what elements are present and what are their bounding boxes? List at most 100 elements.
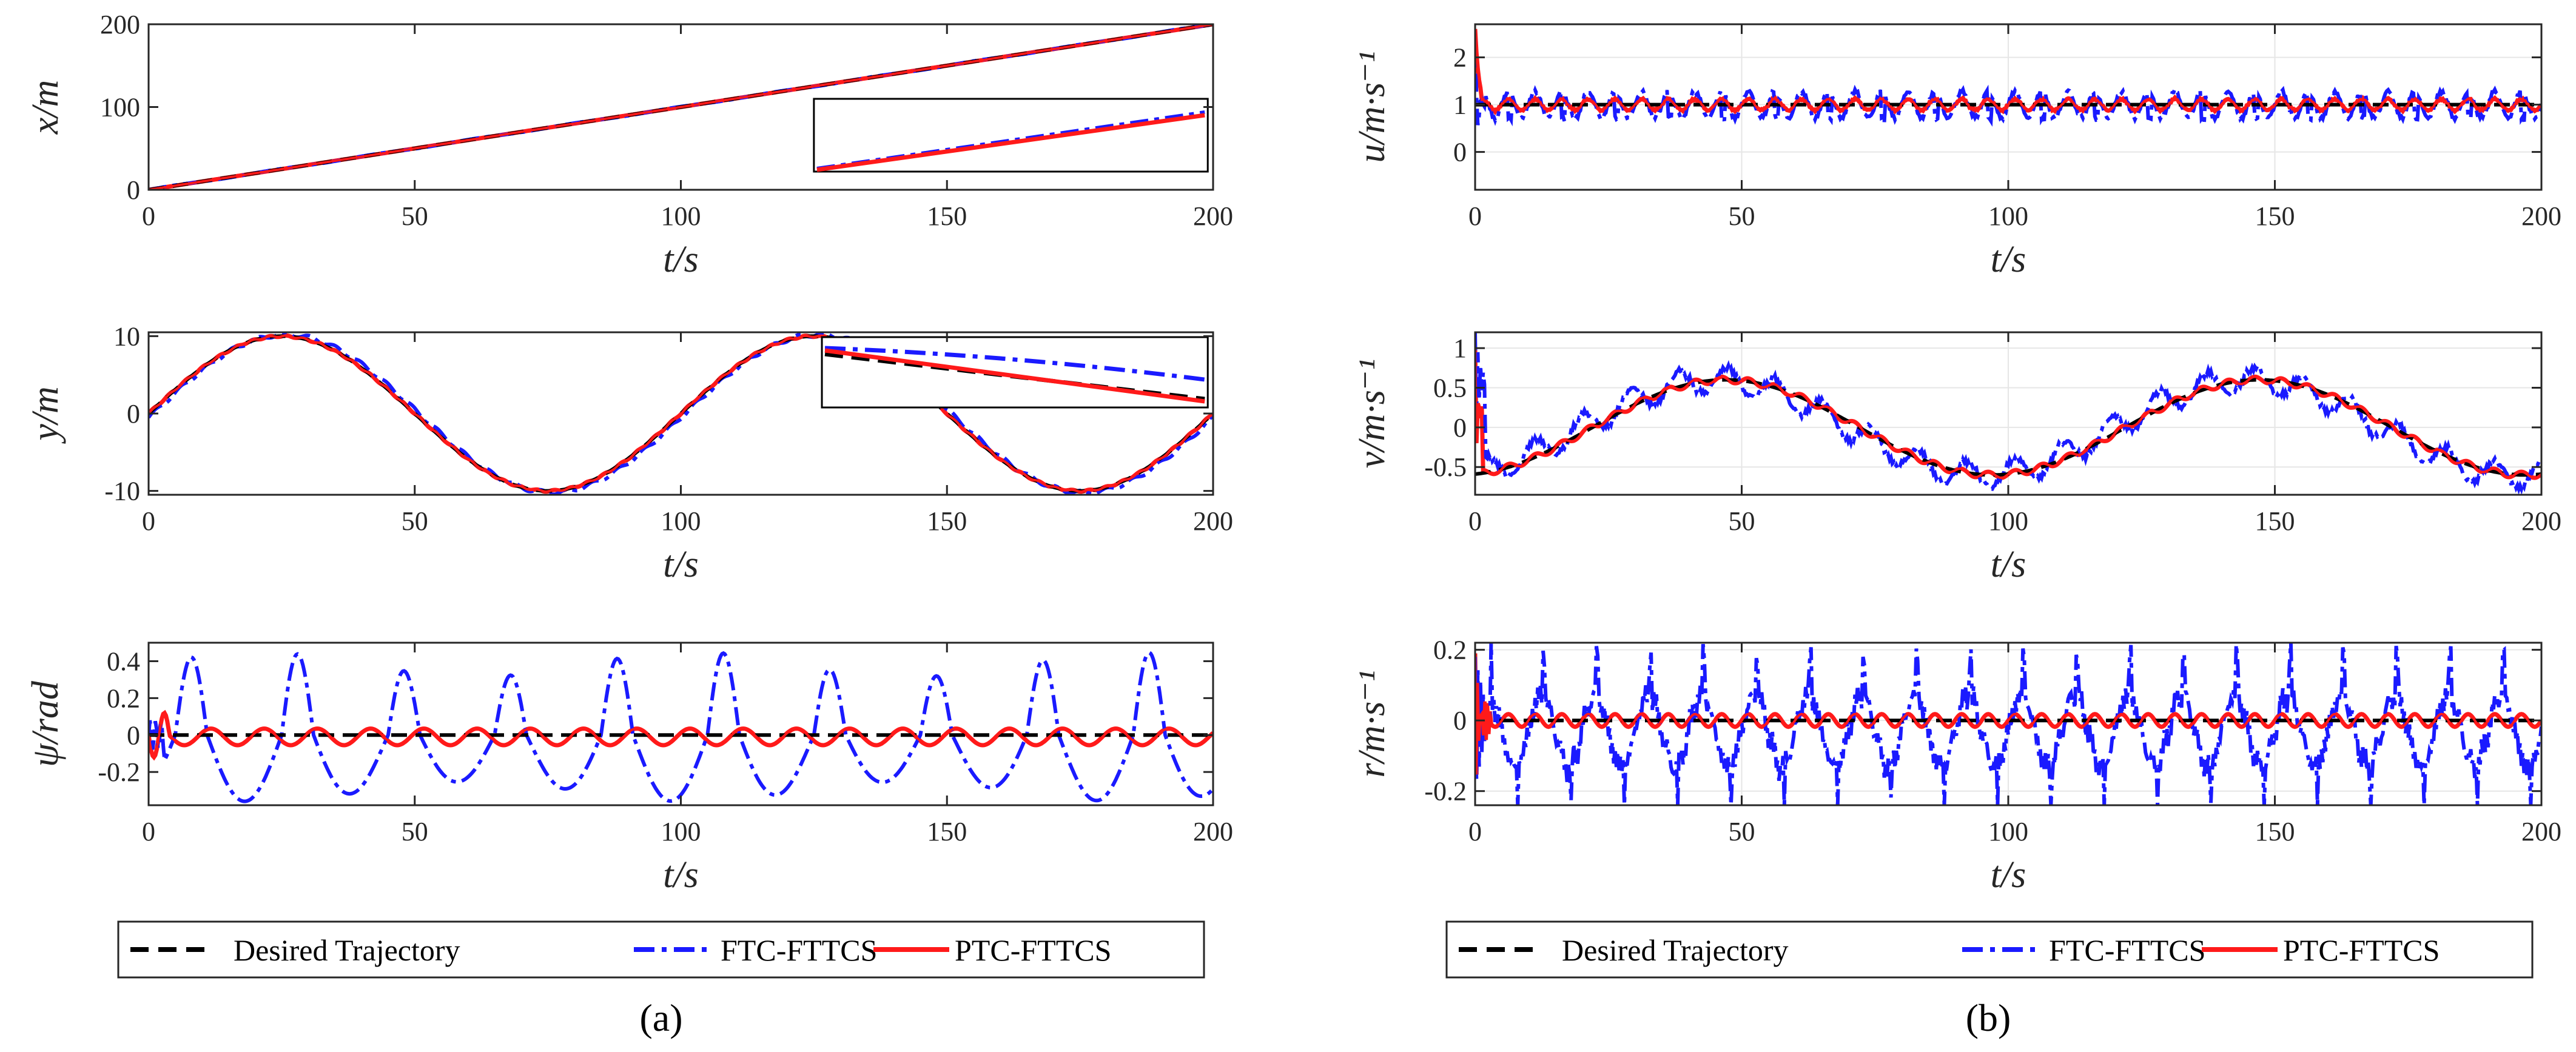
v-ytick-label-1: 0 xyxy=(1453,413,1467,443)
v-ytick-label-2: 0.5 xyxy=(1433,374,1467,403)
y-ytick-label-1: 0 xyxy=(127,399,140,429)
subplot-x: 0 50 100 150 200 0 100 200 t/s x/m xyxy=(25,10,1233,280)
r-ytick-label-0: -0.2 xyxy=(1424,777,1467,806)
y-xlabel: t/s xyxy=(663,544,699,585)
x-inset-ptc-line xyxy=(816,113,1205,172)
v-ylabel: v/m·s⁻¹ xyxy=(1351,359,1393,468)
x-xtick-label-3: 150 xyxy=(927,201,967,231)
psi-xlabel: t/s xyxy=(663,854,699,896)
legend-b: Desired Trajectory FTC-FTTCS PTC-FTTCS xyxy=(1445,920,2534,979)
v-xtick-label-3: 150 xyxy=(2255,506,2295,536)
legend-b-ptc-label: PTC-FTTCS xyxy=(2283,933,2440,967)
r-ytick-label-2: 0.2 xyxy=(1433,635,1467,665)
y-xtick-label-2: 100 xyxy=(661,506,701,536)
v-series-ptc-overlay xyxy=(1475,348,2541,480)
psi-xtick-label-4: 200 xyxy=(1193,817,1233,846)
legend-b-desired-label: Desired Trajectory xyxy=(1562,933,1789,967)
y-ytick-label-0: -10 xyxy=(104,477,140,506)
u-ytick-label-0: 0 xyxy=(1453,138,1467,167)
x-series-ptc-overlay xyxy=(149,24,1213,190)
legend-a-desired-label: Desired Trajectory xyxy=(234,933,460,967)
u-series-ptc-overlay xyxy=(1475,28,2541,114)
y-xtick-label-3: 150 xyxy=(927,506,967,536)
legend-b-ftc-label: FTC-FTTCS xyxy=(2049,933,2205,967)
r-series xyxy=(1475,643,2541,805)
y-inset-ptc-line xyxy=(824,348,1205,404)
x-series xyxy=(149,24,1213,190)
psi-series-ptc-overlay xyxy=(149,711,1213,760)
v-xtick-label-4: 200 xyxy=(2521,506,2561,536)
v-xtick-label-1: 50 xyxy=(1729,506,1755,536)
u-series xyxy=(1475,28,2541,127)
psi-series-ftc-line xyxy=(149,650,1213,803)
psi-xtick-label-2: 100 xyxy=(661,817,701,846)
r-xtick-label-4: 200 xyxy=(2521,817,2561,846)
psi-ytick-label-3: 0.4 xyxy=(107,646,140,676)
subplot-v: 0 50 100 150 200-0.500.51t/sv/m·s⁻¹ xyxy=(1351,331,2561,585)
y-xtick-label-1: 50 xyxy=(402,506,428,536)
psi-xtick-label-1: 50 xyxy=(402,817,428,846)
r-ylabel: r/m·s⁻¹ xyxy=(1351,670,1393,777)
x-xtick-label-0: 0 xyxy=(142,201,155,231)
u-ytick-label-1: 1 xyxy=(1453,90,1467,120)
panel-label-a: (a) xyxy=(639,996,682,1039)
v-xlabel: t/s xyxy=(1991,544,2026,585)
psi-ytick-label-1: 0 xyxy=(127,720,140,750)
v-xtick-label-0: 0 xyxy=(1468,506,1482,536)
r-xtick-label-3: 150 xyxy=(2255,817,2295,846)
x-xtick-label-2: 100 xyxy=(661,201,701,231)
y-ytick-label-2: 10 xyxy=(113,321,140,351)
x-ylabel: x/m xyxy=(25,80,66,135)
x-xtick-label-1: 50 xyxy=(402,201,428,231)
u-xtick-label-4: 200 xyxy=(2521,201,2561,231)
legend-a-ftc-label: FTC-FTTCS xyxy=(721,933,877,967)
u-xtick-label-0: 0 xyxy=(1468,201,1482,231)
r-series-ptc-overlay xyxy=(1475,653,2541,775)
y-inset-box xyxy=(821,336,1209,409)
x-ytick-label-0: 0 xyxy=(127,175,140,205)
x-ytick-label-2: 200 xyxy=(100,10,140,39)
subplot-u: 0 50 100 150 200 0 1 2 t/s u/m·s⁻¹ xyxy=(1351,23,2561,280)
psi-axes-box xyxy=(147,642,1214,806)
psi-series xyxy=(149,650,1213,803)
y-series-ptc-overlay xyxy=(149,334,1213,493)
legend-a: Desired Trajectory FTC-FTTCS PTC-FTTCS xyxy=(117,920,1205,979)
psi-ytick-label-0: -0.2 xyxy=(98,757,140,787)
u-xtick-label-2: 100 xyxy=(1988,201,2028,231)
psi-ytick-label-2: 0.2 xyxy=(107,683,140,713)
u-ylabel: u/m·s⁻¹ xyxy=(1351,52,1393,163)
x-inset-ftc-line xyxy=(816,110,1205,170)
r-series-ftc-line xyxy=(1475,643,2541,805)
psi-ylabel: ψ/rad xyxy=(25,680,66,767)
u-xtick-label-3: 150 xyxy=(2255,201,2295,231)
v-series xyxy=(1475,332,2541,495)
psi-xtick-label-0: 0 xyxy=(142,817,155,846)
y-xtick-label-0: 0 xyxy=(142,506,155,536)
subplot-r: 0 50 100 150 200-0.200.2t/sr/m·s⁻¹ xyxy=(1351,635,2561,896)
legend-a-ptc-label: PTC-FTTCS xyxy=(955,933,1111,967)
y-inset-ftc-line xyxy=(824,346,1205,382)
v-ytick-label-3: 1 xyxy=(1453,333,1467,363)
y-xtick-label-4: 200 xyxy=(1193,506,1233,536)
psi-xtick-label-3: 150 xyxy=(927,817,967,846)
subplot-psi: 0 50 100 150 200 -0.2 0 0.2 0.4 t/s ψ/rad xyxy=(25,642,1233,896)
y-ylabel: y/m xyxy=(25,386,66,444)
x-ytick-label-1: 100 xyxy=(100,93,140,122)
x-xtick-label-4: 200 xyxy=(1193,201,1233,231)
x-xlabel: t/s xyxy=(663,239,699,280)
r-ytick-label-1: 0 xyxy=(1453,706,1467,735)
panel-label-b: (b) xyxy=(1966,996,2011,1039)
y-series xyxy=(149,332,1213,495)
r-xtick-label-1: 50 xyxy=(1729,817,1755,846)
r-xtick-label-2: 100 xyxy=(1988,817,2028,846)
u-ytick-label-2: 2 xyxy=(1453,43,1467,73)
v-xtick-label-2: 100 xyxy=(1988,506,2028,536)
u-xtick-label-1: 50 xyxy=(1729,201,1755,231)
u-xlabel: t/s xyxy=(1991,239,2026,280)
v-ytick-label-0: -0.5 xyxy=(1424,452,1467,482)
r-xlabel: t/s xyxy=(1991,854,2026,896)
v-series-ftc-line xyxy=(1475,332,2541,495)
